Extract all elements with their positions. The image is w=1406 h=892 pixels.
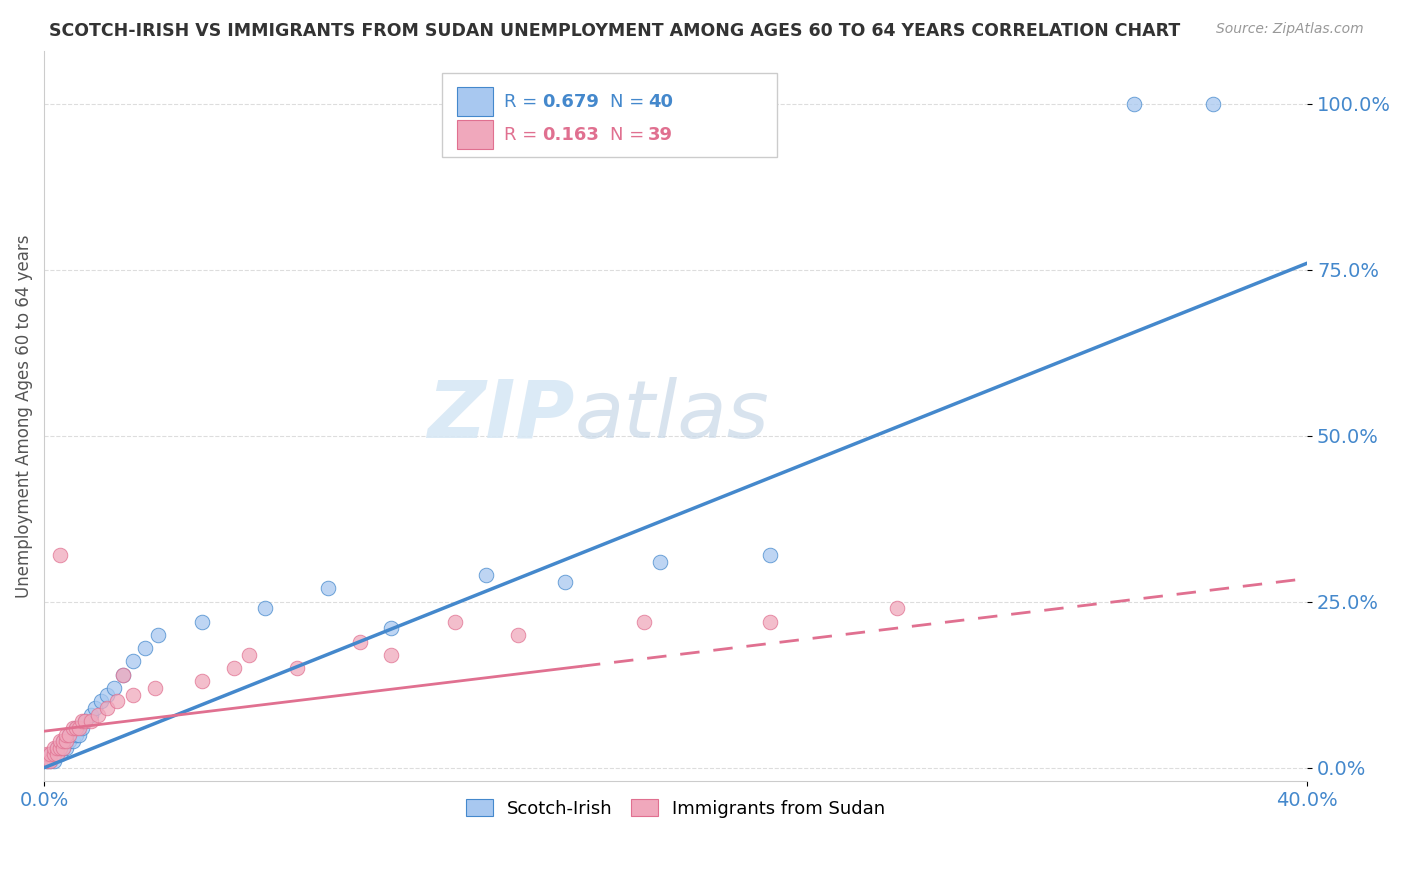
Point <box>238 648 260 662</box>
Point <box>49 747 72 762</box>
Point <box>191 615 214 629</box>
Point <box>49 734 72 748</box>
Point <box>121 688 143 702</box>
Point <box>759 548 782 562</box>
Point <box>75 714 97 729</box>
Point <box>45 747 67 762</box>
Point <box>58 727 80 741</box>
Text: ZIP: ZIP <box>427 376 575 455</box>
Point <box>65 721 87 735</box>
Text: 0.679: 0.679 <box>541 93 599 111</box>
Point <box>39 754 62 768</box>
Point <box>55 734 77 748</box>
Point <box>105 694 128 708</box>
Point <box>633 615 655 629</box>
Bar <box>457 120 492 149</box>
Point <box>58 734 80 748</box>
Point <box>475 568 498 582</box>
Point <box>39 747 62 762</box>
Point <box>380 648 402 662</box>
Point <box>37 747 59 762</box>
Point <box>506 628 529 642</box>
Point <box>222 661 245 675</box>
Point <box>380 621 402 635</box>
Point <box>96 688 118 702</box>
Point <box>52 740 75 755</box>
Point <box>52 740 75 755</box>
Point <box>52 734 75 748</box>
Point <box>75 714 97 729</box>
Text: atlas: atlas <box>575 376 769 455</box>
Point <box>112 667 135 681</box>
Point <box>65 721 87 735</box>
Point <box>648 555 671 569</box>
Text: Source: ZipAtlas.com: Source: ZipAtlas.com <box>1216 22 1364 37</box>
Point <box>191 674 214 689</box>
Point <box>349 634 371 648</box>
Point <box>67 727 90 741</box>
Point <box>39 747 62 762</box>
Point <box>55 740 77 755</box>
Legend: Scotch-Irish, Immigrants from Sudan: Scotch-Irish, Immigrants from Sudan <box>457 790 894 827</box>
Point <box>143 681 166 695</box>
Point <box>285 661 308 675</box>
Point <box>554 574 576 589</box>
Point <box>1201 96 1223 111</box>
Point <box>49 548 72 562</box>
Point <box>58 727 80 741</box>
Point <box>62 721 84 735</box>
Point <box>443 615 465 629</box>
Text: 40: 40 <box>648 93 673 111</box>
Point <box>83 701 105 715</box>
Point <box>39 754 62 768</box>
Point <box>146 628 169 642</box>
Point <box>80 714 103 729</box>
Text: 39: 39 <box>648 126 673 144</box>
Point <box>70 714 93 729</box>
Point <box>52 734 75 748</box>
Text: SCOTCH-IRISH VS IMMIGRANTS FROM SUDAN UNEMPLOYMENT AMONG AGES 60 TO 64 YEARS COR: SCOTCH-IRISH VS IMMIGRANTS FROM SUDAN UN… <box>49 22 1181 40</box>
Point <box>96 701 118 715</box>
Text: 0.163: 0.163 <box>541 126 599 144</box>
Point <box>90 694 112 708</box>
Point <box>37 754 59 768</box>
Point <box>67 721 90 735</box>
Point <box>45 740 67 755</box>
Text: R =: R = <box>503 126 543 144</box>
Point <box>70 721 93 735</box>
Point <box>45 747 67 762</box>
Point <box>80 707 103 722</box>
Point <box>318 582 340 596</box>
Point <box>112 667 135 681</box>
Point <box>42 747 65 762</box>
Point <box>121 655 143 669</box>
Point <box>1122 96 1144 111</box>
Point <box>49 740 72 755</box>
Point <box>759 615 782 629</box>
Text: R =: R = <box>503 93 543 111</box>
Point <box>65 727 87 741</box>
Point <box>45 740 67 755</box>
FancyBboxPatch shape <box>441 72 776 157</box>
Point <box>62 734 84 748</box>
Point <box>49 740 72 755</box>
Point <box>87 707 110 722</box>
Point <box>55 727 77 741</box>
Point <box>42 747 65 762</box>
Y-axis label: Unemployment Among Ages 60 to 64 years: Unemployment Among Ages 60 to 64 years <box>15 234 32 598</box>
Point <box>55 734 77 748</box>
Point <box>37 754 59 768</box>
Point <box>254 601 277 615</box>
Text: N =: N = <box>610 93 650 111</box>
Text: N =: N = <box>610 126 650 144</box>
Point <box>42 740 65 755</box>
Point <box>42 754 65 768</box>
Point <box>134 641 156 656</box>
Point <box>886 601 908 615</box>
Point <box>103 681 125 695</box>
Bar <box>457 87 492 117</box>
